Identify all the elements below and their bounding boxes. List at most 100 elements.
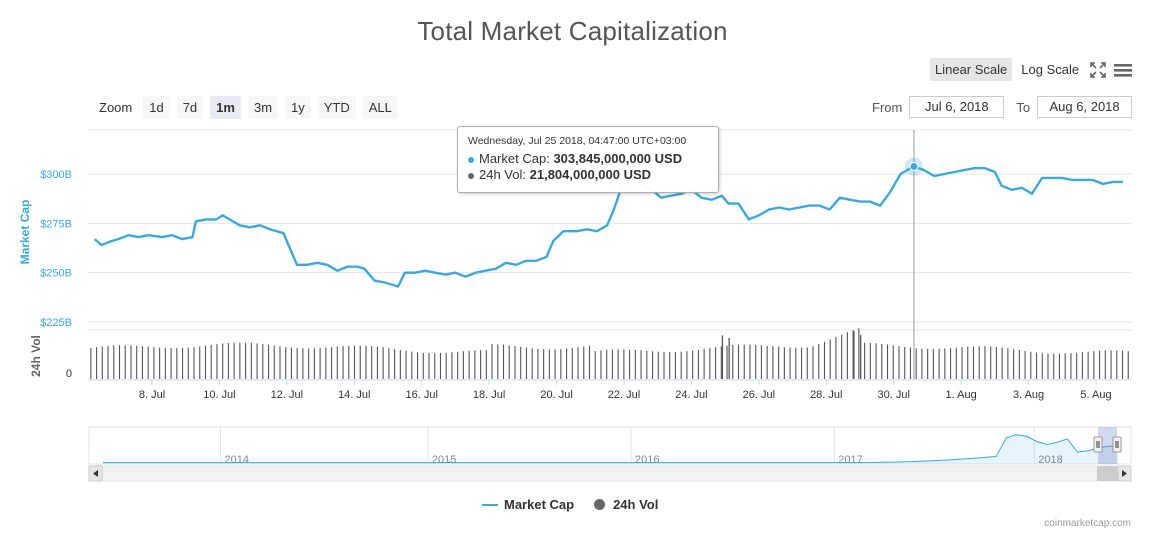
volume-bar (1070, 353, 1072, 379)
zoom-label: Zoom (99, 100, 133, 115)
volume-bar (611, 349, 613, 379)
zoom-1d-button[interactable]: 1d (143, 96, 170, 119)
volume-bar (818, 344, 820, 379)
volume-bar (892, 345, 894, 379)
volume-bar (1127, 351, 1129, 379)
volume-bar (497, 344, 499, 379)
volume-bar (342, 346, 344, 379)
volume-bar (90, 348, 92, 379)
volume-bar (560, 349, 562, 379)
from-label: From (872, 99, 903, 115)
scrollbar-thumb[interactable] (1097, 466, 1118, 481)
volume-bar (852, 330, 854, 379)
volume-bar (737, 344, 740, 379)
linear-scale-button[interactable]: Linear Scale (930, 58, 1013, 81)
volume-bar (124, 345, 126, 379)
volume-bar (336, 346, 338, 379)
volume-bar (439, 352, 442, 379)
navigator-handle[interactable] (1093, 436, 1103, 453)
navigator-selection[interactable] (1098, 427, 1117, 464)
zoom-7d-button[interactable]: 7d (176, 96, 204, 119)
zoom-3m-button[interactable]: 3m (247, 96, 279, 119)
volume-bar (1030, 351, 1032, 379)
zoom-1m-button[interactable]: 1m (210, 96, 241, 119)
volume-bar (766, 345, 768, 379)
volume-bar (732, 345, 734, 379)
volume-bar (118, 345, 121, 379)
volume-bar (743, 344, 745, 379)
volume-bar (514, 346, 516, 379)
volume-bar (1110, 350, 1112, 379)
volume-bar (932, 348, 934, 379)
volume-bar (617, 349, 619, 379)
volume-bar (159, 347, 161, 379)
hamburger-menu-icon[interactable] (1112, 60, 1133, 80)
volume-bar (267, 344, 270, 379)
x-tick-label: 22. Jul (608, 389, 640, 401)
zoom-ytd-button[interactable]: YTD (317, 96, 356, 119)
volume-bar (726, 345, 728, 379)
volume-bar (1041, 353, 1043, 379)
x-tick-label: 8. Jul (139, 389, 165, 401)
volume-bar (657, 351, 659, 379)
navigator-handle[interactable] (1112, 436, 1122, 453)
volume-bar (153, 347, 155, 379)
volume-peak-bar (860, 334, 862, 379)
volume-bar (101, 346, 103, 379)
volume-bar (399, 349, 401, 379)
volume-bar (210, 344, 212, 379)
fullscreen-icon[interactable] (1088, 60, 1108, 80)
volume-bar (703, 348, 705, 379)
volume-bar (285, 347, 287, 379)
tooltip-volume: 24h Vol: 21,804,000,000 USD (468, 167, 708, 183)
volume-bar (520, 346, 522, 379)
to-date-input[interactable]: Aug 6, 2018 (1037, 96, 1133, 118)
from-date-input[interactable]: Jul 6, 2018 (909, 96, 1005, 118)
volume-bar (394, 349, 396, 379)
volume-bar (972, 346, 975, 379)
credit-link[interactable]: coinmarketcap.com (1044, 518, 1131, 529)
zoom-all-button[interactable]: ALL (362, 96, 398, 119)
volume-bar (1087, 351, 1089, 379)
y-tick-label: $300B (40, 169, 72, 181)
navigator-year-label: 2018 (1038, 454, 1062, 466)
volume-bar (577, 347, 579, 379)
volume-dot-icon (468, 172, 474, 179)
volume-bar (468, 350, 470, 379)
volume-bar (795, 347, 797, 379)
volume-bar (760, 345, 762, 379)
volume-bar (273, 345, 275, 379)
legend-item-market-cap[interactable]: Market Cap (482, 497, 574, 512)
volume-bar (823, 341, 826, 379)
volume-bar (967, 346, 969, 379)
y-tick-label: $275B (40, 218, 72, 230)
volume-bar (245, 342, 247, 379)
volume-bar (755, 344, 757, 379)
volume-bar (376, 346, 378, 379)
volume-bar (96, 347, 98, 379)
volume-bar (107, 345, 109, 379)
legend-item-volume[interactable]: 24h Vol (594, 497, 658, 512)
volume-bar (829, 339, 831, 379)
volume-bar (606, 349, 608, 379)
volume-bar (193, 347, 195, 379)
navigator-frame (88, 426, 1132, 465)
volume-bar (995, 346, 997, 379)
volume-bar (697, 349, 699, 379)
volume-bar (646, 350, 648, 379)
volume-bar (886, 344, 889, 379)
volume-bar (548, 349, 550, 379)
log-scale-button[interactable]: Log Scale (1021, 62, 1080, 77)
zoom-1y-button[interactable]: 1y (285, 96, 311, 119)
volume-bar (508, 345, 510, 379)
volume-bar (182, 347, 184, 379)
volume-peak-bar (728, 337, 730, 379)
volume-bar (669, 352, 671, 379)
volume-bar (262, 344, 264, 379)
navigator-line (103, 434, 1118, 464)
volume-bar (594, 350, 596, 379)
volume-bar (491, 344, 493, 379)
scrollbar-track[interactable] (88, 465, 1132, 482)
x-tick-label: 20. Jul (540, 389, 572, 401)
